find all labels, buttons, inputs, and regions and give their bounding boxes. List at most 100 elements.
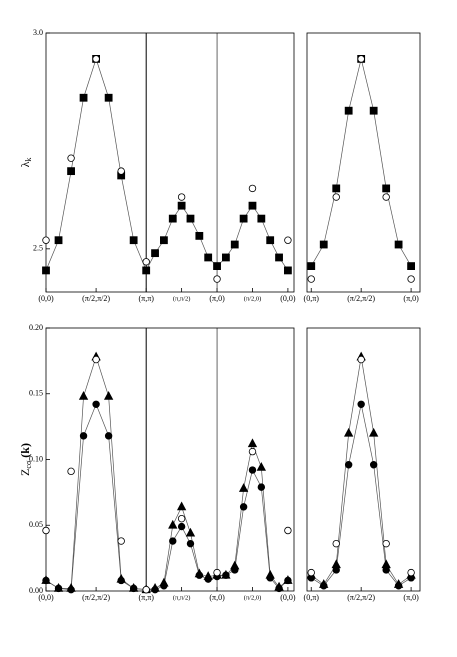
circle-marker <box>42 576 50 585</box>
circle-marker <box>54 584 63 593</box>
circle-marker <box>142 585 150 594</box>
square-marker <box>129 236 138 245</box>
circle-marker <box>129 584 138 593</box>
y-tick-label: 0.15 <box>29 389 43 398</box>
circle-marker <box>42 236 50 244</box>
series-line <box>310 58 412 267</box>
y-axis-label: λk <box>18 158 33 168</box>
square-marker <box>204 253 213 262</box>
square-marker <box>195 231 204 240</box>
square-marker <box>275 253 283 262</box>
x-tick-label: (π,π/2) <box>173 295 191 302</box>
square-marker <box>104 93 113 102</box>
circle-marker <box>222 571 230 579</box>
square-marker <box>54 236 63 245</box>
circle-marker <box>117 167 125 175</box>
y-tick-label: 3.0 <box>33 28 43 37</box>
circle-marker <box>177 193 186 201</box>
y-label-sub: k <box>24 158 33 162</box>
x-tick-label: (0,0) <box>280 593 296 602</box>
circle-marker <box>284 526 292 535</box>
triangle-marker <box>78 391 89 400</box>
square-marker <box>160 236 168 245</box>
x-tick-label: (π,π) <box>138 593 154 602</box>
square-marker <box>42 266 50 275</box>
y-tick-label: 0.10 <box>29 454 43 463</box>
square-marker <box>344 106 353 115</box>
y-tick-label: 0.20 <box>29 323 43 332</box>
x-tick-label: (0,0) <box>38 593 54 602</box>
triangle-marker <box>168 519 178 529</box>
square-marker <box>319 240 328 249</box>
triangle-marker <box>344 427 354 437</box>
circle-marker <box>92 355 100 364</box>
square-marker <box>407 262 416 271</box>
x-tick-label: (π/2,π/2) <box>82 294 110 303</box>
plot-frame <box>306 327 421 592</box>
circle-marker <box>67 467 75 476</box>
square-marker <box>186 214 195 223</box>
x-tick-label: (π,π/2) <box>173 594 191 601</box>
circle-marker <box>213 568 221 577</box>
series-line <box>311 404 412 587</box>
circle-marker <box>357 55 365 63</box>
y-label-sub: cσ <box>24 460 33 469</box>
square-marker <box>151 249 159 258</box>
x-tick-label: (0,π) <box>304 294 320 303</box>
circle-marker <box>332 566 340 574</box>
square-marker <box>230 240 239 249</box>
plot-frame <box>45 32 295 293</box>
x-tick-label: (π,π) <box>138 294 154 303</box>
triangle-marker <box>369 427 379 437</box>
circle-marker <box>231 566 239 574</box>
plot-frame <box>306 32 421 293</box>
circle-marker <box>186 539 195 548</box>
x-tick-label: (0,π) <box>304 593 320 602</box>
circle-marker <box>67 585 75 594</box>
x-tick-label: (π/2,0) <box>244 594 262 601</box>
circle-marker <box>382 539 390 548</box>
circle-marker <box>382 566 390 574</box>
circle-marker <box>151 585 159 594</box>
circle-marker <box>213 275 221 283</box>
circle-marker <box>104 432 113 440</box>
circle-marker <box>394 582 403 590</box>
square-marker <box>382 184 391 193</box>
square-marker <box>177 201 186 210</box>
square-marker <box>394 240 403 249</box>
y-label-main: Z <box>18 469 32 476</box>
x-tick-label: (0,0) <box>38 294 54 303</box>
square-marker <box>369 106 378 115</box>
circle-marker <box>357 400 365 408</box>
circle-marker <box>332 193 340 201</box>
square-marker <box>332 184 341 193</box>
triangle-marker <box>103 391 114 400</box>
circle-marker <box>204 575 212 583</box>
square-marker <box>222 253 230 262</box>
square-marker <box>248 201 257 210</box>
circle-marker <box>382 193 390 201</box>
square-marker <box>266 236 275 245</box>
square-marker <box>239 214 248 223</box>
circle-marker <box>92 400 100 408</box>
circle-marker <box>160 582 168 590</box>
square-marker <box>79 93 88 102</box>
square-marker <box>257 214 266 223</box>
circle-marker <box>79 432 88 440</box>
triangle-marker <box>238 483 249 492</box>
x-tick-label: (π,0) <box>209 294 225 303</box>
circle-marker <box>239 503 248 511</box>
y-tick-label: 0.05 <box>29 520 43 529</box>
triangle-marker <box>256 462 267 471</box>
circle-marker <box>248 466 257 474</box>
x-tick-label: (π/2,π/2) <box>82 593 110 602</box>
circle-marker <box>407 568 415 577</box>
y-tick-label: 2.5 <box>33 244 43 253</box>
square-marker <box>67 167 75 176</box>
x-tick-label: (π,0) <box>209 593 225 602</box>
plot-frame <box>45 327 295 592</box>
triangle-marker <box>185 527 196 537</box>
square-marker <box>307 262 316 271</box>
circle-marker <box>369 461 378 469</box>
